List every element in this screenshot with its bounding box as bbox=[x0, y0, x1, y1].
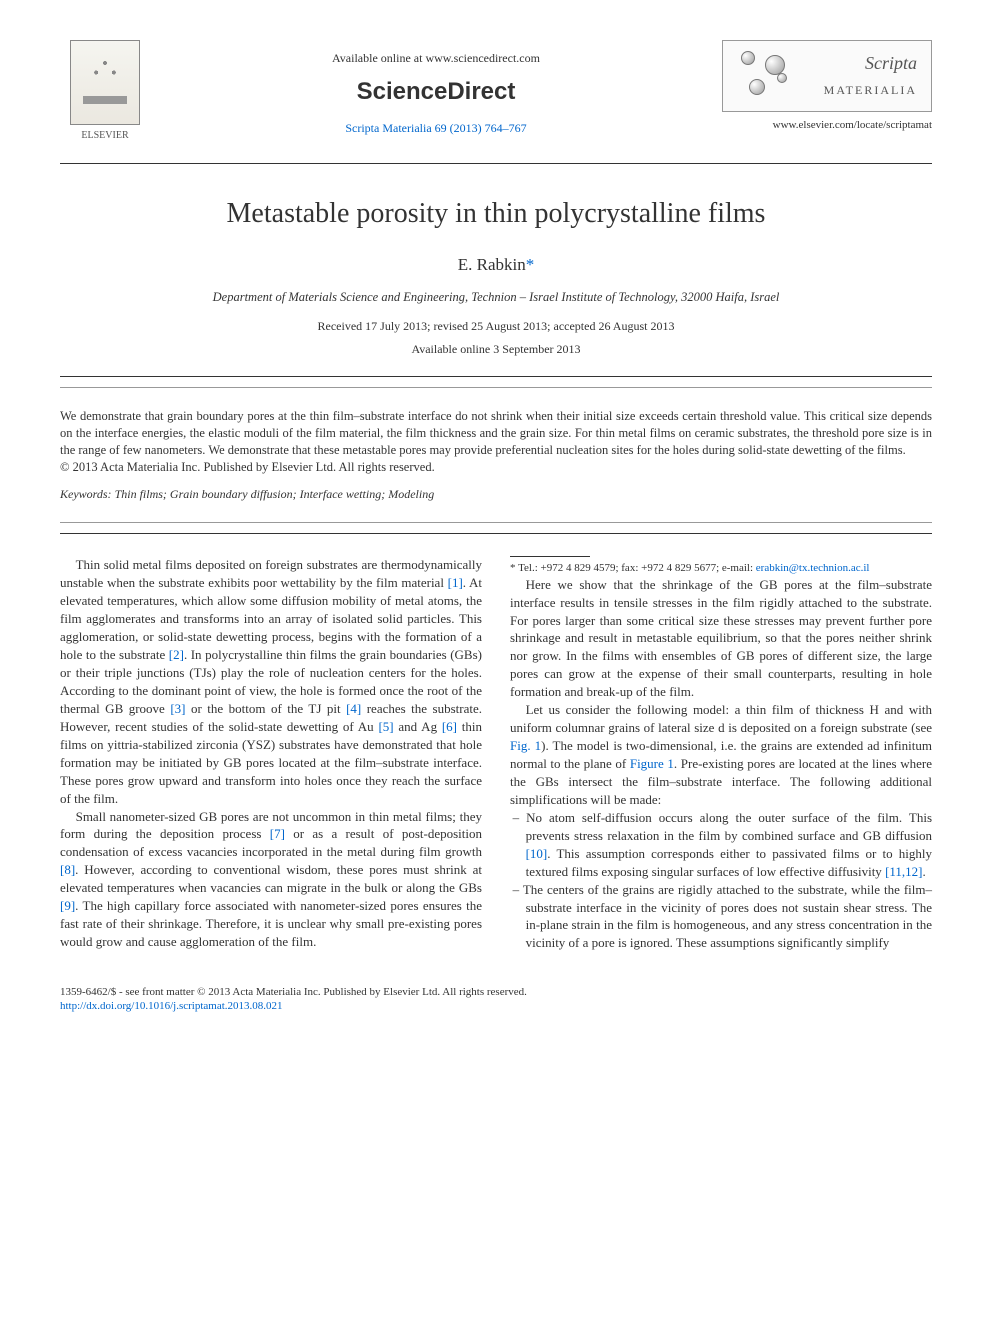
abstract-text: We demonstrate that grain boundary pores… bbox=[60, 409, 932, 457]
citation-3[interactable]: [3] bbox=[170, 701, 185, 716]
para-2: Small nanometer-sized GB pores are not u… bbox=[60, 808, 482, 952]
citation-8[interactable]: [8] bbox=[60, 862, 75, 877]
abstract: We demonstrate that grain boundary pores… bbox=[60, 408, 932, 476]
keywords-label: Keywords: bbox=[60, 487, 112, 501]
molecule-icon bbox=[737, 51, 783, 101]
available-online-text: Available online at www.sciencedirect.co… bbox=[150, 50, 722, 67]
list-item-1: No atom self-diffusion occurs along the … bbox=[526, 809, 932, 881]
text: and Ag bbox=[394, 719, 442, 734]
sciencedirect-logo: ScienceDirect bbox=[150, 75, 722, 109]
citation-1[interactable]: [1] bbox=[448, 575, 463, 590]
keywords-values: Thin films; Grain boundary diffusion; In… bbox=[115, 487, 435, 501]
text: Let us consider the following model: a t… bbox=[510, 702, 932, 735]
journal-logo-block: Scripta MATERIALIA www.elsevier.com/loca… bbox=[722, 40, 932, 134]
elsevier-label: ELSEVIER bbox=[60, 129, 150, 143]
para-3: Here we show that the shrinkage of the G… bbox=[510, 576, 932, 702]
rule-below-keywords bbox=[60, 522, 932, 523]
page-header: ELSEVIER Available online at www.science… bbox=[60, 40, 932, 143]
citation-9[interactable]: [9] bbox=[60, 898, 75, 913]
doi-link[interactable]: http://dx.doi.org/10.1016/j.scriptamat.2… bbox=[60, 1000, 283, 1012]
elsevier-tree-icon bbox=[70, 40, 140, 125]
footnote-text: Tel.: +972 4 829 4579; fax: +972 4 829 5… bbox=[518, 562, 756, 574]
fig-ref-1[interactable]: Fig. 1 bbox=[510, 738, 541, 753]
citation-11-12[interactable]: [11,12] bbox=[885, 864, 922, 879]
assumption-list: No atom self-diffusion occurs along the … bbox=[510, 809, 932, 953]
author-line: E. Rabkin* bbox=[60, 253, 932, 277]
para-4: Let us consider the following model: a t… bbox=[510, 701, 932, 809]
elsevier-logo: ELSEVIER bbox=[60, 40, 150, 143]
para-1: Thin solid metal films deposited on fore… bbox=[60, 556, 482, 807]
text: . However, according to conventional wis… bbox=[60, 862, 482, 895]
text: or the bottom of the TJ pit bbox=[185, 701, 346, 716]
page-footer: 1359-6462/$ - see front matter © 2013 Ac… bbox=[60, 985, 932, 1014]
rule-top bbox=[60, 163, 932, 164]
text: . bbox=[923, 864, 926, 879]
center-header: Available online at www.sciencedirect.co… bbox=[150, 40, 722, 137]
affiliation: Department of Materials Science and Engi… bbox=[60, 289, 932, 307]
fig-ref-1b[interactable]: Figure 1 bbox=[630, 756, 674, 771]
text: No atom self-diffusion occurs along the … bbox=[526, 810, 932, 843]
citation-2[interactable]: [2] bbox=[169, 647, 184, 662]
body-text: Thin solid metal films deposited on fore… bbox=[60, 556, 932, 960]
abstract-copyright: © 2013 Acta Materialia Inc. Published by… bbox=[60, 460, 435, 474]
author-corr-marker[interactable]: * bbox=[526, 255, 535, 274]
rule-below-keywords-2 bbox=[60, 533, 932, 534]
footnote-rule bbox=[510, 556, 590, 557]
journal-reference-link[interactable]: Scripta Materialia 69 (2013) 764–767 bbox=[150, 120, 722, 137]
corr-footnote: * Tel.: +972 4 829 4579; fax: +972 4 829… bbox=[510, 561, 932, 575]
scripta-logo-box: Scripta MATERIALIA bbox=[722, 40, 932, 112]
rule-above-abstract bbox=[60, 376, 932, 377]
author-name: E. Rabkin bbox=[458, 255, 526, 274]
citation-10[interactable]: [10] bbox=[526, 846, 548, 861]
footer-copyright: 1359-6462/$ - see front matter © 2013 Ac… bbox=[60, 985, 932, 999]
list-item-2: The centers of the grains are rigidly at… bbox=[526, 881, 932, 953]
scripta-sub: MATERIALIA bbox=[824, 83, 917, 97]
article-title: Metastable porosity in thin polycrystall… bbox=[60, 194, 932, 233]
journal-url[interactable]: www.elsevier.com/locate/scriptamat bbox=[722, 118, 932, 133]
keywords-line: Keywords: Thin films; Grain boundary dif… bbox=[60, 486, 932, 503]
column-footnote-wrap: * Tel.: +972 4 829 4579; fax: +972 4 829… bbox=[510, 556, 932, 575]
footnote-marker: * bbox=[510, 562, 516, 574]
citation-6[interactable]: [6] bbox=[442, 719, 457, 734]
text: Thin solid metal films deposited on fore… bbox=[60, 557, 482, 590]
scripta-name: Scripta bbox=[865, 53, 917, 73]
scripta-text: Scripta MATERIALIA bbox=[793, 51, 917, 101]
rule-above-abstract-2 bbox=[60, 387, 932, 388]
footnote-email-link[interactable]: erabkin@tx.technion.ac.il bbox=[756, 562, 870, 574]
dates-received: Received 17 July 2013; revised 25 August… bbox=[60, 318, 932, 335]
citation-5[interactable]: [5] bbox=[378, 719, 393, 734]
citation-7[interactable]: [7] bbox=[270, 826, 285, 841]
citation-4[interactable]: [4] bbox=[346, 701, 361, 716]
dates-online: Available online 3 September 2013 bbox=[60, 341, 932, 358]
text: . This assumption corresponds either to … bbox=[526, 846, 932, 879]
